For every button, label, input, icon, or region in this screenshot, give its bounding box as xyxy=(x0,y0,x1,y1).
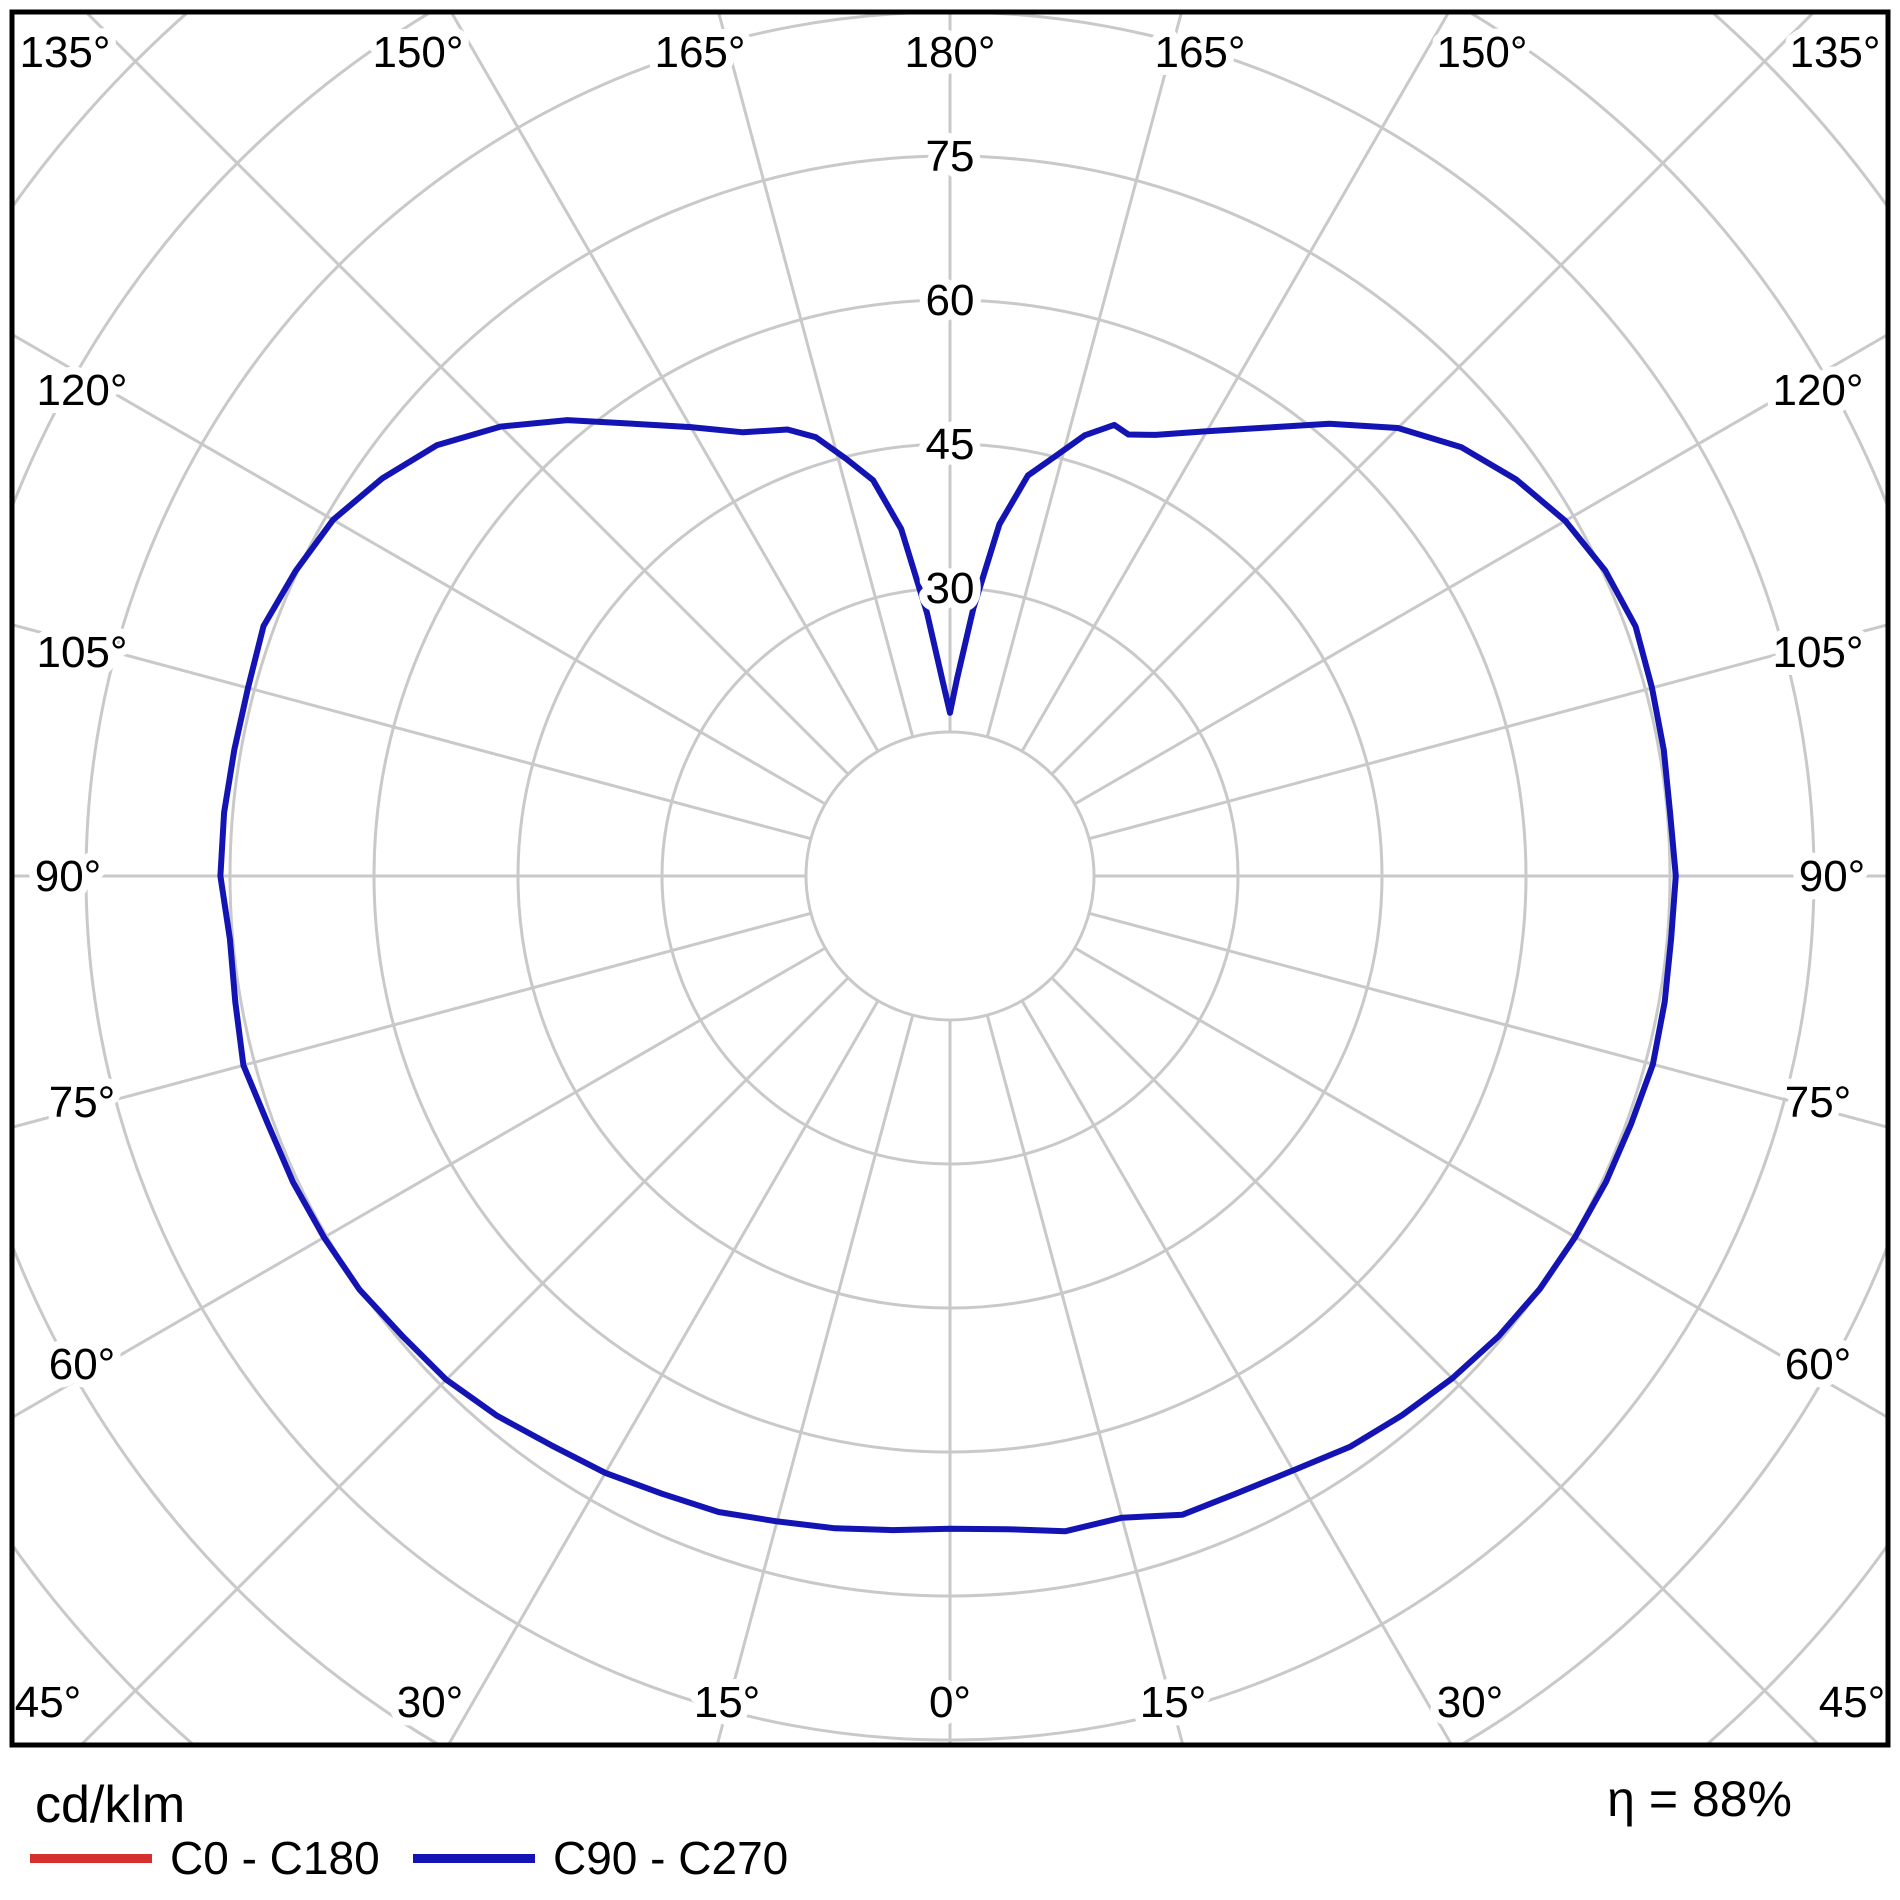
angle-label: 120° xyxy=(36,366,127,415)
angle-label: 105° xyxy=(36,628,127,677)
angle-label: 135° xyxy=(1789,28,1880,77)
grid-spoke xyxy=(1050,976,1822,1745)
grid-spoke xyxy=(1020,12,1451,753)
angle-label: 165° xyxy=(654,28,745,77)
angle-label: 45° xyxy=(1819,1678,1886,1727)
grid-spoke xyxy=(1073,332,1888,806)
angle-label: 150° xyxy=(372,28,463,77)
plot-border xyxy=(9,9,1891,1748)
efficiency-label: η = 88% xyxy=(1607,1771,1792,1827)
grid-spoke xyxy=(1050,12,1817,776)
angle-label: 165° xyxy=(1154,28,1245,77)
angle-label: 15° xyxy=(1140,1678,1207,1727)
angle-label: 60° xyxy=(1785,1340,1852,1389)
legend-swatch-blue-line xyxy=(413,1853,535,1863)
intensity-curve xyxy=(217,417,1679,1535)
grid-spoke xyxy=(449,12,880,753)
angle-label: 120° xyxy=(1772,366,1863,415)
legend-item-c90-c270: C90 - C270 xyxy=(413,1830,788,1886)
grid-spoke xyxy=(985,1014,1185,1745)
unit-label: cd/klm xyxy=(35,1776,186,1834)
legend-swatch-red-line xyxy=(30,1853,152,1863)
angle-label: 30° xyxy=(397,1678,464,1727)
ring-value-label: 75 xyxy=(926,132,975,181)
grid-spoke xyxy=(12,911,812,1129)
angle-label: 15° xyxy=(694,1678,761,1727)
angle-label: 180° xyxy=(904,28,995,77)
grid-spoke xyxy=(985,12,1184,738)
grid-spoke xyxy=(83,12,850,776)
grid-spoke xyxy=(1073,946,1888,1420)
grid-ring xyxy=(372,298,1528,1454)
ring-value-label: 60 xyxy=(926,276,975,325)
angle-label: 30° xyxy=(1437,1678,1504,1727)
angle-label: 75° xyxy=(1785,1078,1852,1127)
grid-spoke xyxy=(12,332,827,806)
grid-spoke xyxy=(716,12,915,738)
angle-label: 90° xyxy=(35,852,102,901)
grid-spoke xyxy=(1088,623,1888,841)
grid-spoke xyxy=(1088,911,1888,1129)
legend: C0 - C180 C90 - C270 xyxy=(0,1830,1900,1890)
grid-ring xyxy=(84,12,1816,1742)
angle-label: 135° xyxy=(19,28,110,77)
grid-ring xyxy=(660,586,1240,1166)
grid-spoke xyxy=(12,623,812,841)
angle-label: 0° xyxy=(929,1678,971,1727)
grid-spoke xyxy=(715,1014,915,1745)
ring-value-label: 45 xyxy=(926,420,975,469)
legend-label: C90 - C270 xyxy=(553,1832,789,1884)
grid-spoke xyxy=(78,976,850,1745)
angle-label: 75° xyxy=(49,1078,116,1127)
grid-spoke xyxy=(12,946,827,1420)
grid-spoke xyxy=(1020,999,1454,1745)
angle-label: 90° xyxy=(1799,852,1866,901)
grid-ring xyxy=(804,730,1096,1022)
grid-ring xyxy=(516,442,1384,1310)
grid-spoke xyxy=(446,999,880,1745)
legend-label: C0 - C180 xyxy=(170,1832,380,1884)
angle-label: 45° xyxy=(15,1678,82,1727)
angle-label: 60° xyxy=(49,1340,116,1389)
legend-item-c0-c180: C0 - C180 xyxy=(30,1830,380,1886)
angle-label: 105° xyxy=(1772,628,1863,677)
grid-ring xyxy=(228,154,1672,1598)
angle-label: 150° xyxy=(1436,28,1527,77)
ring-value-label: 30 xyxy=(926,564,975,613)
